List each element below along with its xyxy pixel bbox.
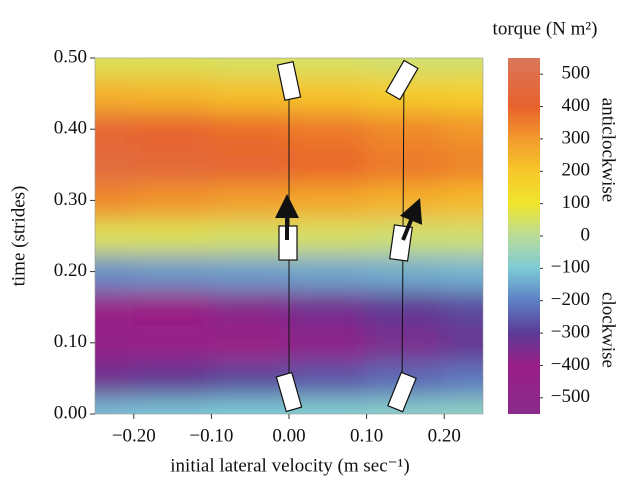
heat-cell (210, 181, 290, 220)
heat-cell (443, 74, 483, 113)
colorbar-tick-label: 200 (562, 160, 591, 181)
heat-cell (132, 74, 213, 113)
heatmap (95, 58, 483, 414)
y-axis-label: time (strides) (8, 186, 29, 287)
heat-cell (95, 395, 135, 414)
heat-cell (95, 359, 135, 398)
colorbar-tick-label: −400 (551, 354, 590, 375)
heat-cell (443, 217, 483, 255)
heat-cell (443, 395, 483, 414)
heat-cell (132, 324, 213, 362)
heat-cell (95, 74, 135, 113)
colorbar-tick-label: −300 (551, 321, 590, 342)
trajectories (275, 59, 423, 413)
heat-cell (132, 252, 213, 291)
heat-cell (132, 217, 213, 255)
colorbar (508, 58, 540, 414)
heat-cell (95, 146, 135, 184)
heat-cell (95, 58, 135, 77)
annotation: clockwise (598, 292, 619, 368)
heat-cell (443, 288, 483, 326)
colorbar-tick-label: −200 (551, 289, 590, 310)
y-tick-label: 0.00 (54, 402, 87, 423)
heat-cell (288, 359, 368, 398)
heat-cell (288, 395, 368, 414)
heat-cell (443, 146, 483, 184)
heat-cell (210, 324, 290, 362)
heat-cell (288, 58, 368, 77)
heat-cell (443, 324, 483, 362)
heat-cell (210, 395, 290, 414)
heat-cell (132, 288, 213, 326)
y-tick-label: 0.30 (54, 189, 87, 210)
heat-cell (443, 110, 483, 148)
colorbar-tick-label: 100 (562, 192, 591, 213)
heat-cell (210, 58, 290, 77)
plot-area (95, 58, 483, 414)
colorbar-tick-label: −500 (551, 386, 590, 407)
heat-cell (132, 110, 213, 148)
heat-cell (443, 181, 483, 220)
heat-cell (132, 146, 213, 184)
heat-cell (365, 110, 446, 148)
x-tick-label: 0.10 (350, 425, 383, 446)
heat-cell (443, 58, 483, 77)
heat-cell (210, 110, 290, 148)
y-tick-label: 0.40 (54, 118, 87, 139)
heat-cell (132, 395, 213, 414)
heat-cell (443, 359, 483, 398)
body-glyph (275, 371, 303, 413)
heat-cell (288, 288, 368, 326)
heat-cell (288, 252, 368, 291)
heat-cell (365, 181, 446, 220)
heat-cell (95, 110, 135, 148)
heat-cell (288, 110, 368, 148)
y-tick-label: 0.20 (54, 260, 87, 281)
body-glyph (387, 371, 417, 413)
heat-cell (95, 324, 135, 362)
heat-cell (288, 324, 368, 362)
heat-cell (288, 74, 368, 113)
x-tick-label: −0.10 (189, 425, 233, 446)
heat-cell (288, 217, 368, 255)
colorbar-tick-label: 400 (562, 95, 591, 116)
y-tick-label: 0.50 (54, 46, 87, 67)
heat-cell (210, 146, 290, 184)
heat-cell (95, 217, 135, 255)
heat-cell (365, 288, 446, 326)
colorbar-tick-label: 300 (562, 127, 591, 148)
heat-cell (365, 146, 446, 184)
colorbar-tick-label: 0 (581, 224, 591, 245)
heat-cell (365, 324, 446, 362)
colorbar-title: torque (N m²) (493, 18, 598, 39)
body-glyph (276, 61, 302, 101)
heat-cell (95, 288, 135, 326)
heat-cell (95, 181, 135, 220)
x-axis-label: initial lateral velocity (m sec⁻¹) (170, 455, 409, 476)
heat-cell (210, 252, 290, 291)
arrow (399, 198, 423, 241)
heat-cell (132, 181, 213, 220)
heat-cell (210, 288, 290, 326)
x-tick-label: −0.20 (112, 425, 156, 446)
x-tick-label: 0.20 (428, 425, 461, 446)
heat-cell (132, 359, 213, 398)
colorbar-tick-label: 500 (562, 63, 591, 84)
heat-cell (95, 252, 135, 291)
y-tick-label: 0.10 (54, 331, 87, 352)
colorbar-tick-label: −100 (551, 257, 590, 278)
heat-cell (443, 252, 483, 291)
body-glyph (385, 59, 419, 101)
x-tick-label: 0.00 (272, 425, 305, 446)
heat-cell (210, 74, 290, 113)
heat-cell (288, 181, 368, 220)
heat-cell (210, 217, 290, 255)
annotation: anticlockwise (598, 98, 619, 202)
heat-cell (132, 58, 213, 77)
heat-cell (288, 146, 368, 184)
